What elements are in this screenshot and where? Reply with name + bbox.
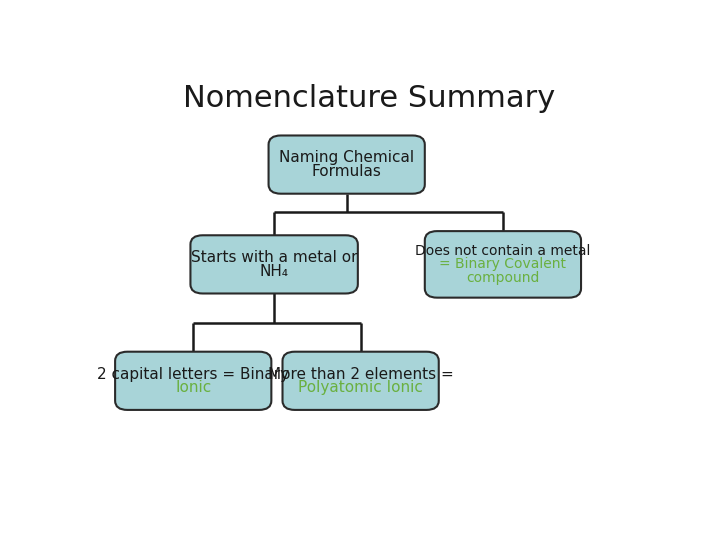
FancyBboxPatch shape [425,231,581,298]
Text: Nomenclature Summary: Nomenclature Summary [183,84,555,112]
Text: More than 2 elements =: More than 2 elements = [268,367,454,382]
Text: Does not contain a metal: Does not contain a metal [415,244,590,258]
Text: Starts with a metal or: Starts with a metal or [191,250,357,265]
Text: Formulas: Formulas [312,164,382,179]
FancyBboxPatch shape [115,352,271,410]
Text: = Binary Covalent: = Binary Covalent [439,258,567,272]
Text: Naming Chemical: Naming Chemical [279,151,414,165]
Text: 2 capital letters = Binary: 2 capital letters = Binary [97,367,289,382]
FancyBboxPatch shape [282,352,438,410]
Text: compound: compound [467,271,539,285]
FancyBboxPatch shape [269,136,425,194]
Text: Ionic: Ionic [175,380,212,395]
Text: Polyatomic Ionic: Polyatomic Ionic [298,380,423,395]
FancyBboxPatch shape [190,235,358,294]
Text: NH₄: NH₄ [260,264,289,279]
